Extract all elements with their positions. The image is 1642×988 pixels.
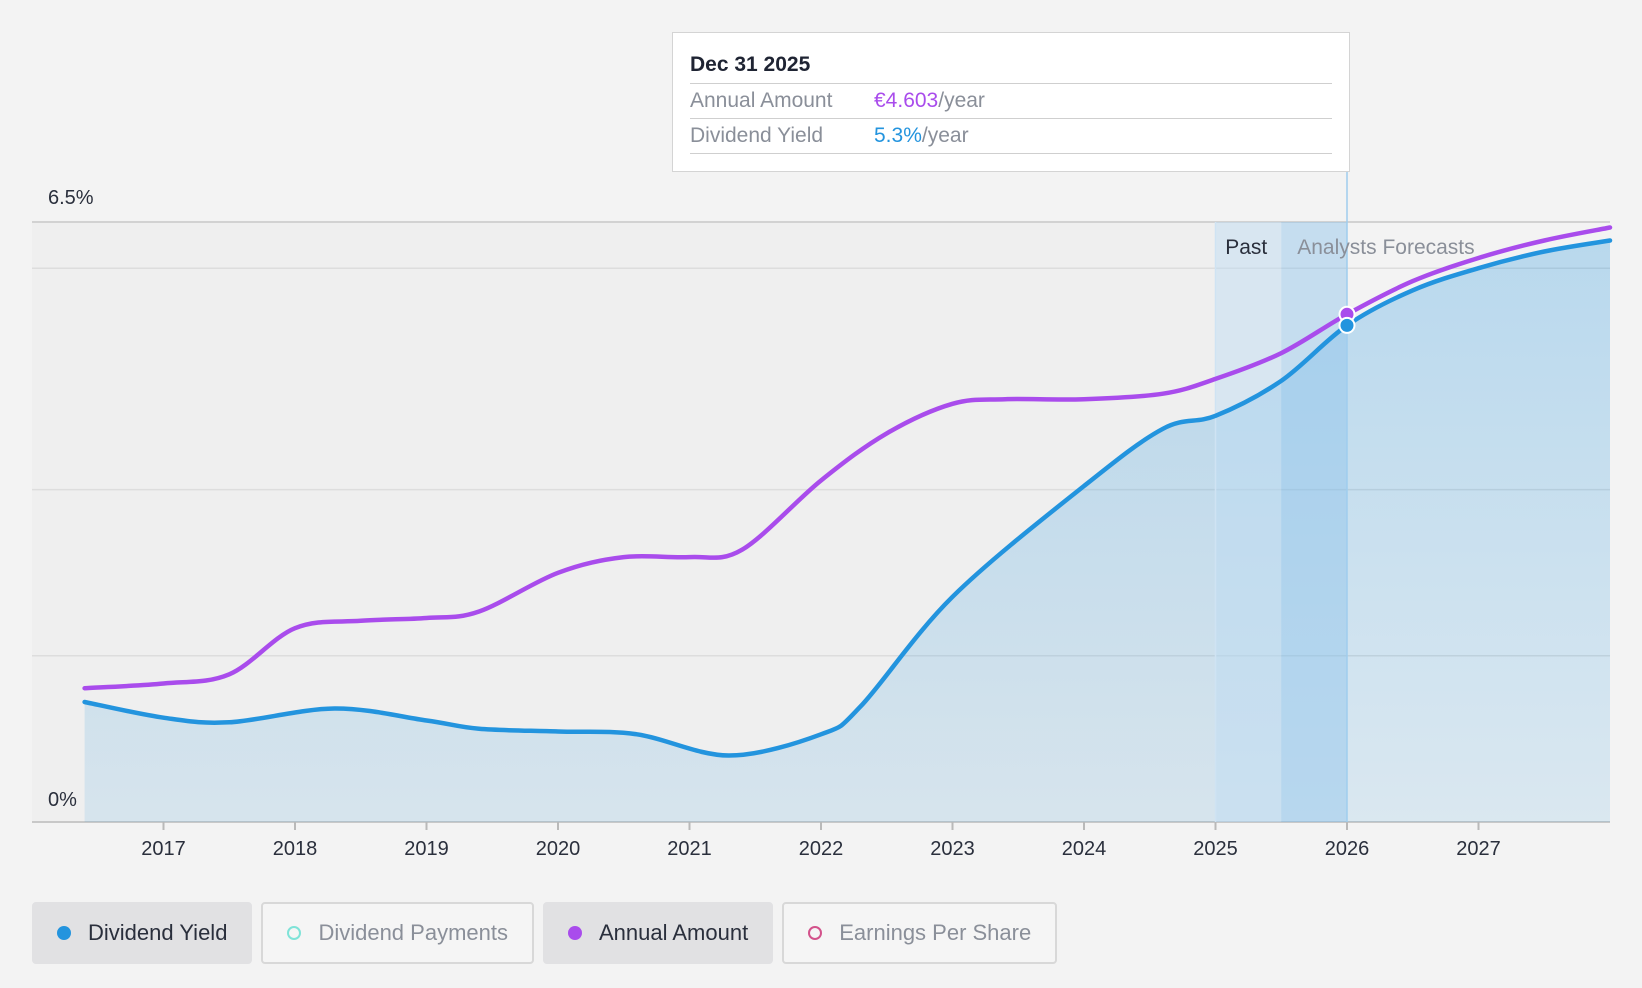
legend: Dividend Yield Dividend Payments Annual … <box>32 902 1058 964</box>
annual-amount-dot-icon <box>567 926 582 940</box>
earnings-per-share-dot-icon <box>808 926 823 940</box>
legend-label: Dividend Payments <box>318 920 508 945</box>
x-tick-label: 2027 <box>1456 838 1501 860</box>
past-label: Past <box>1225 236 1267 259</box>
dividend-yield-area <box>84 240 1611 822</box>
highlight-markers <box>1338 305 1356 334</box>
tooltip-period-band <box>1281 222 1347 822</box>
past-highlight-band <box>1215 222 1282 822</box>
tooltip-annual-unit: /year <box>938 89 985 112</box>
x-tick-label: 2022 <box>799 838 844 860</box>
dividend-payments-dot-icon <box>287 926 302 940</box>
dividend-yield-line <box>82 238 1613 758</box>
x-tick-label: 2020 <box>536 838 581 860</box>
x-tick-label: 2023 <box>930 838 975 860</box>
x-tick-label: 2024 <box>1062 838 1107 860</box>
tooltip: Dec 31 2025 Annual Amount €4.603 /year D… <box>672 32 1350 172</box>
x-tick-label: 2017 <box>141 838 186 860</box>
tooltip-annual-value: €4.603 <box>874 89 939 112</box>
x-tick-label: 2019 <box>404 838 449 860</box>
tooltip-yield-value: 5.3% <box>874 124 922 147</box>
y-axis-labels: 0% 6.5% <box>48 187 94 811</box>
tooltip-annual-row: Annual Amount €4.603 /year <box>690 83 1332 118</box>
tooltip-date: Dec 31 2025 <box>690 53 811 76</box>
region-labels: Past Analysts Forecasts <box>1225 236 1474 259</box>
x-tick-label: 2018 <box>273 838 318 860</box>
y-tick-label-min: 0% <box>48 789 77 811</box>
legend-label: Dividend Yield <box>88 920 228 945</box>
dividend-yield-marker <box>1338 316 1356 334</box>
tooltip-yield-label: Dividend Yield <box>690 124 824 147</box>
legend-annual-amount-button[interactable]: Annual Amount <box>542 902 774 964</box>
tooltip-annual-label: Annual Amount <box>690 89 833 112</box>
highlight-band <box>1214 172 1348 822</box>
forecast-label: Analysts Forecasts <box>1297 236 1474 259</box>
legend-label: Annual Amount <box>598 920 749 945</box>
y-tick-label-max: 6.5% <box>48 187 94 209</box>
x-axis: 2017 2018 2019 2020 2021 2022 2023 2024 2025 2026… <box>141 822 1501 860</box>
tooltip-yield-unit: /year <box>921 124 969 147</box>
x-tick-label: 2025 <box>1193 838 1238 860</box>
legend-label: Earnings Per Share <box>839 920 1032 945</box>
legend-dividend-payments-button[interactable]: Dividend Payments <box>261 902 534 964</box>
legend-dividend-yield-button[interactable]: Dividend Yield <box>32 902 253 964</box>
x-tick-label: 2026 <box>1325 838 1370 860</box>
legend-earnings-per-share-button[interactable]: Earnings Per Share <box>782 902 1058 964</box>
x-tick-label: 2021 <box>667 838 712 860</box>
tooltip-yield-row: Dividend Yield 5.3% /year <box>690 118 1332 154</box>
dividend-yield-dot-icon <box>57 926 71 940</box>
area-layer <box>84 240 1611 822</box>
